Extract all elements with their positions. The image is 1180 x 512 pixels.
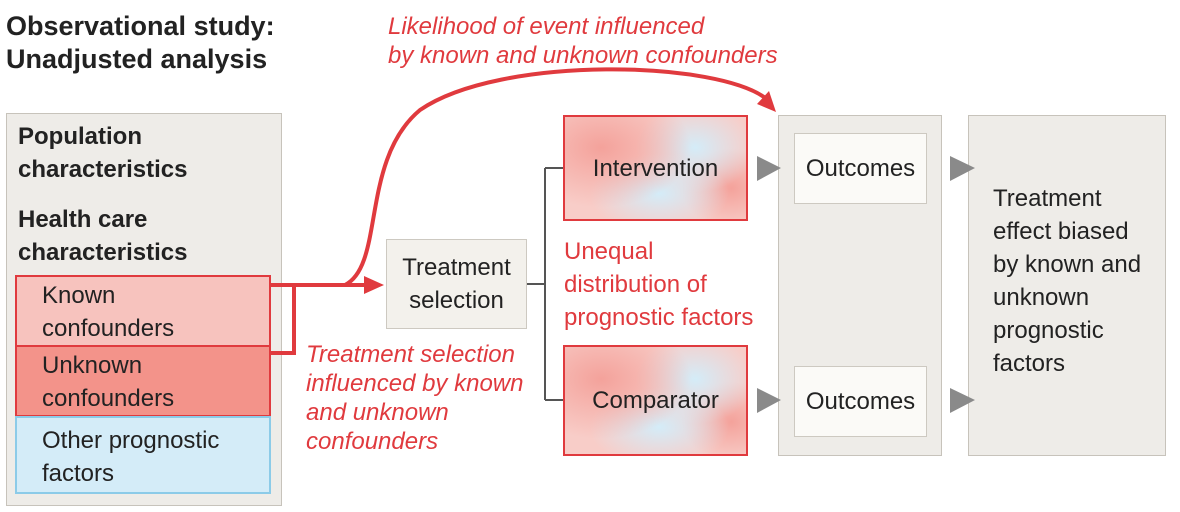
result-panel: Treatment effect biased by known and unk… [968, 115, 1166, 456]
comparator-to-outcomes-arrow [757, 388, 781, 413]
outcomes-bottom-to-result-arrow [950, 388, 975, 413]
healthcare-characteristics-label: Health care characteristics [18, 206, 188, 266]
outcomes-top-to-result-arrow [950, 156, 975, 181]
likelihood-line-1: Likelihood of event influenced [388, 13, 705, 40]
likelihood-line-2: by known and unknown confounders [388, 42, 778, 69]
unknown-confounders-box: Unknown confounders [15, 345, 271, 417]
title-line-2: Unadjusted analysis [6, 44, 268, 74]
outcomes-top-box: Outcomes [794, 133, 927, 204]
selection-branch-line [527, 167, 563, 401]
intervention-box: Intervention [563, 115, 748, 221]
population-characteristics-label: Population characteristics [18, 123, 188, 183]
confounder-bracket-line [270, 283, 296, 355]
likelihood-arrowhead [757, 91, 776, 112]
unequal-distribution-annotation: Unequal distribution of prognostic facto… [564, 238, 754, 331]
selection-arrowhead [364, 276, 384, 294]
treatment-selection-box: Treatment selection [386, 239, 527, 329]
likelihood-curve-line [343, 67, 770, 287]
title-line-1: Observational study: [6, 11, 275, 41]
likelihood-annotation: Likelihood of event influenced by known … [388, 12, 778, 70]
comparator-box: Comparator [563, 345, 748, 456]
outcomes-bottom-box: Outcomes [794, 366, 927, 437]
known-confounders-box: Known confounders [15, 275, 271, 347]
diagram-title: Observational study: Unadjusted analysis [6, 10, 275, 76]
intervention-to-outcomes-arrow [757, 156, 781, 181]
selection-influence-annotation: Treatment selection influenced by known … [306, 341, 524, 455]
other-prognostic-factors-box: Other prognostic factors [15, 416, 271, 494]
